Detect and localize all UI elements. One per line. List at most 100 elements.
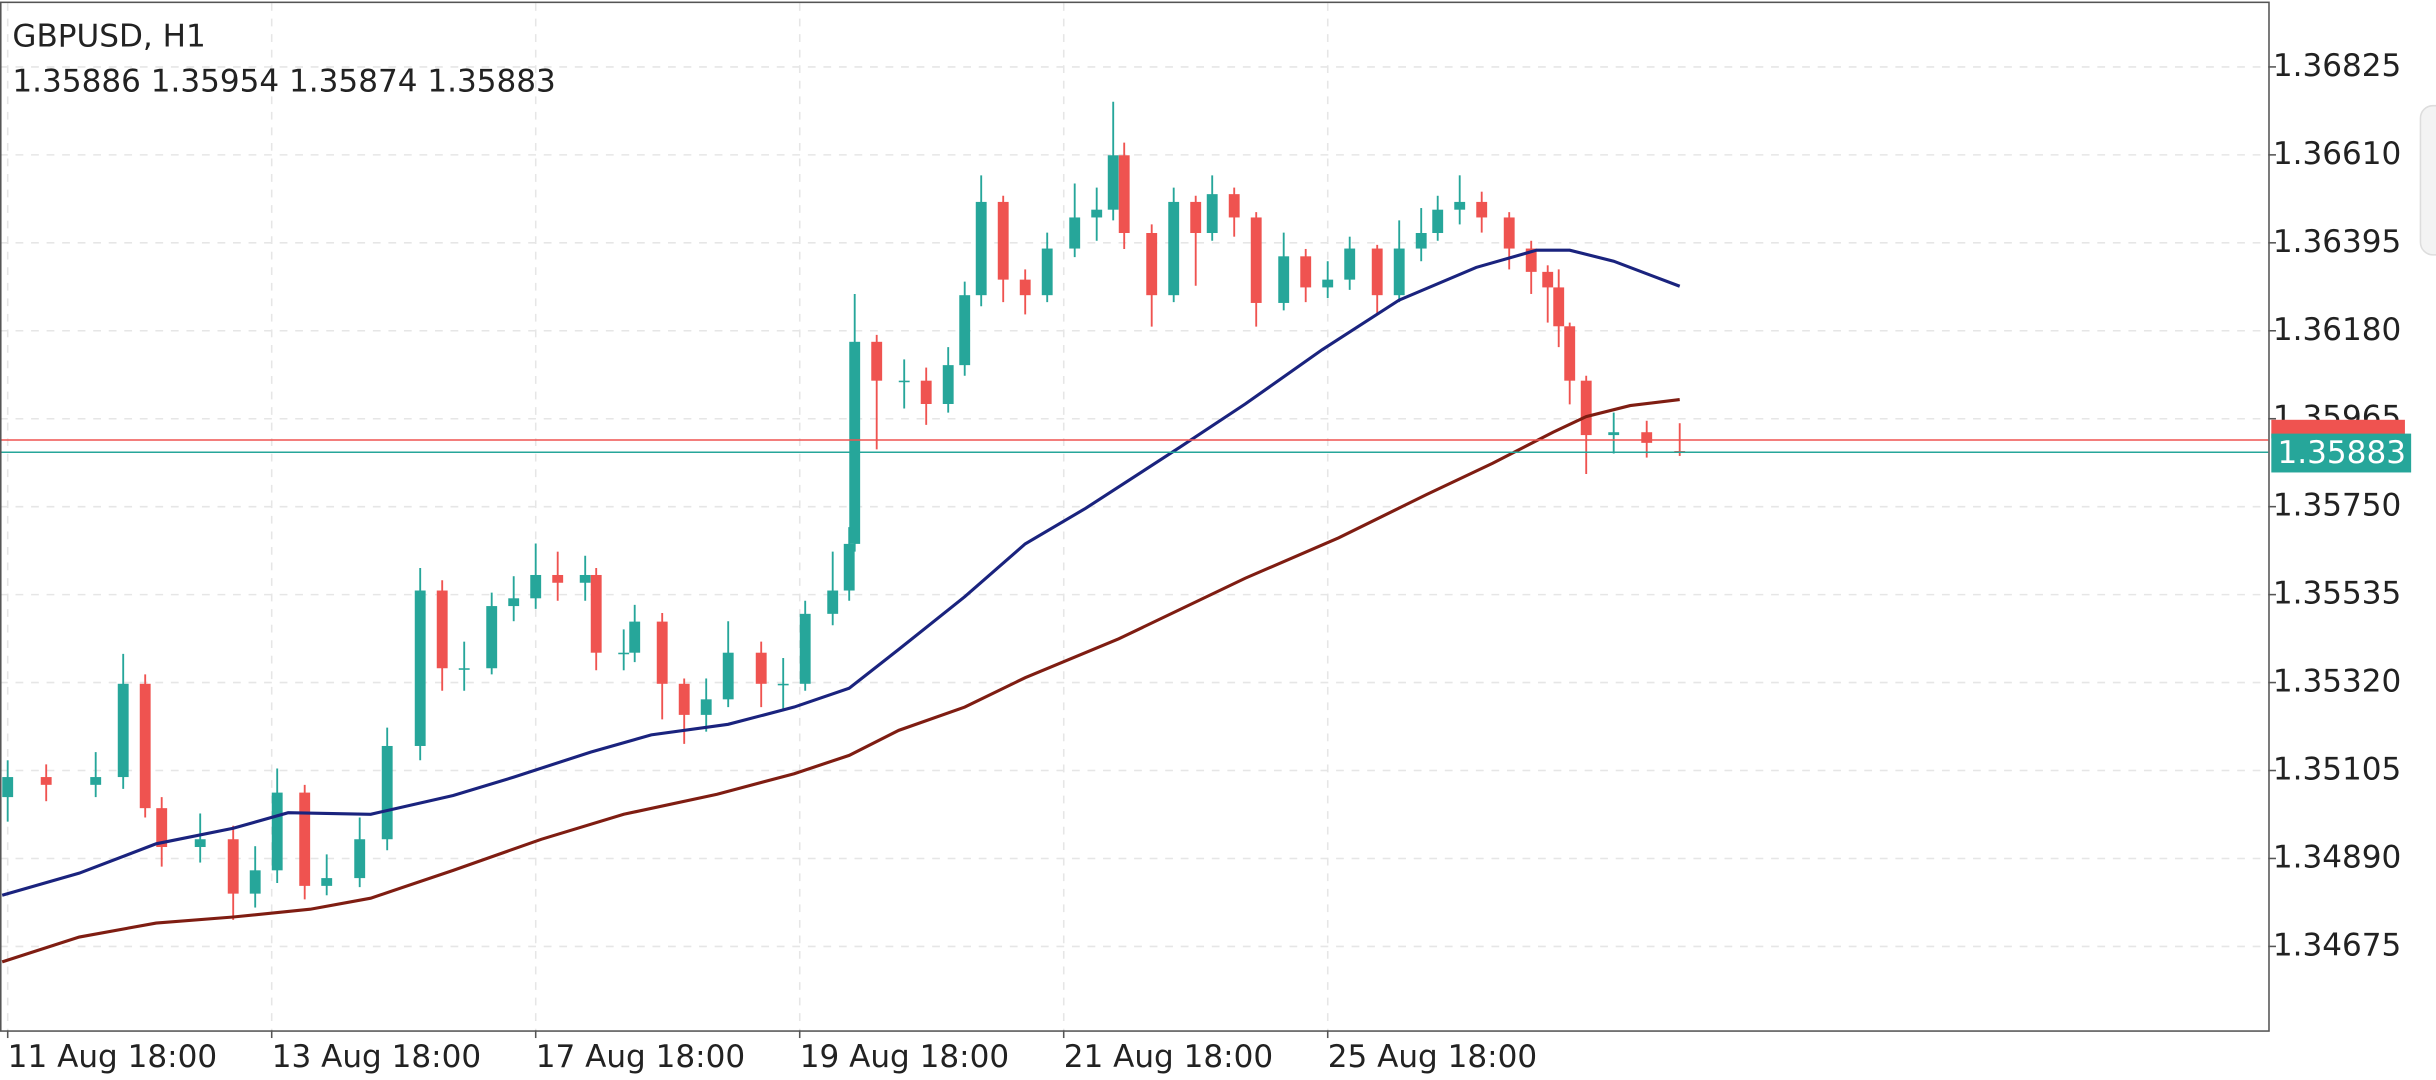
candle-body [194,839,206,848]
candle-body [1300,256,1312,288]
side-tab[interactable] [2419,104,2436,256]
candle-body [1564,326,1576,381]
x-tick-label: 11 Aug 18:00 [8,1039,217,1075]
candle-body [381,745,393,840]
candle-body [530,574,542,599]
candle-body [1091,209,1103,218]
candle-body [722,652,734,700]
y-tick-label: 1.35750 [2273,488,2401,524]
candle-body [2,777,14,798]
chart-title: GBPUSD, H1 [12,18,205,54]
candle-body [1415,233,1427,249]
candle-body [1476,201,1488,218]
y-tick-label: 1.35105 [2273,752,2401,788]
y-tick-label: 1.36180 [2273,312,2401,348]
plot-border [0,1,2270,1032]
candle-body [321,878,333,886]
candle-body [755,652,767,684]
x-tick-label: 25 Aug 18:00 [1328,1039,1537,1075]
candle-body [552,574,564,583]
candle-body [1322,279,1334,288]
candle-body [777,683,789,686]
candle-body [90,777,102,785]
x-tick-label: 19 Aug 18:00 [800,1039,1009,1075]
candle-body [1542,271,1554,288]
moving-average [1,248,1681,897]
candle-body [414,590,426,746]
candle-body [1371,248,1383,296]
candle-body [629,621,641,653]
candle-body [1580,380,1592,436]
candle-body [1503,217,1515,249]
candle-body [40,777,52,785]
candle-body [656,621,668,684]
candle-body [959,295,971,366]
bid-tag [2271,433,2412,473]
plot [0,101,2269,964]
candle-body [1553,287,1565,327]
ohlc-info: 1.35886 1.35954 1.35874 1.35883 [12,63,555,99]
candle-body [1190,201,1202,234]
candle-body [1069,217,1081,249]
candle-body [299,792,311,886]
candle-body [1250,217,1262,303]
y-tick-label: 1.35320 [2273,664,2401,700]
candle-body [117,683,129,778]
moving-average [1,397,1680,964]
bid-tag-label: 1.35883 [2278,435,2406,471]
candle-body [997,201,1009,280]
candle-body [354,839,366,879]
x-tick-label: 21 Aug 18:00 [1064,1039,1273,1075]
candle-body [1206,194,1218,234]
candle-body [700,699,712,715]
candle-body [139,683,151,809]
y-tick-label: 1.35535 [2273,576,2401,612]
candle-body [508,598,520,607]
candle-body [271,792,283,871]
candle-body [458,668,470,670]
candle-body [799,613,811,684]
candle-body [871,341,883,381]
labels: 1.368251.366101.363951.361801.359651.357… [6,48,2412,1075]
candle-body [1168,201,1180,296]
candle-body [849,341,861,544]
candle-body [1525,248,1537,272]
candle-body [1118,155,1130,234]
candle-body [1641,432,1653,443]
candle-body [1432,209,1444,234]
candle-body [486,606,498,669]
candle-body [436,590,448,669]
candle-body [1107,155,1119,210]
y-tick-label: 1.34675 [2273,927,2401,963]
candle-body [618,652,630,655]
candle-body [1278,256,1290,303]
candle-body [1019,279,1031,296]
candle-body [1041,248,1053,296]
y-tick-label: 1.36825 [2273,48,2401,84]
x-tick-label: 17 Aug 18:00 [536,1039,745,1075]
candle-body [227,839,239,894]
candle-body [1146,233,1158,296]
candle-body [579,574,591,583]
candle-body [1454,201,1466,210]
y-tick-label: 1.36395 [2273,224,2401,260]
candle-body [1393,248,1405,296]
grid [0,3,2269,1031]
candle-body [1344,248,1356,280]
candle-body [678,683,690,715]
candle-body [156,808,168,848]
candle-body [827,590,839,614]
candle-body [590,574,602,653]
candle-body [843,543,855,591]
candle-body [975,201,987,296]
candle-body [249,870,261,894]
candle-body [920,380,932,404]
y-tick-label: 1.36610 [2273,136,2401,172]
candle-body [898,380,910,383]
candle-body [1608,432,1620,436]
candle-body [942,365,954,404]
candle-body [1228,194,1240,218]
y-tick-label: 1.34890 [2273,839,2401,875]
x-tick-label: 13 Aug 18:00 [272,1039,481,1075]
